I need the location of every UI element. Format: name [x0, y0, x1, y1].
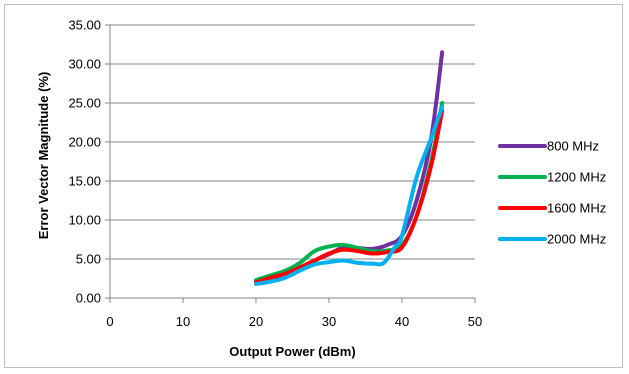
series-line-1600-mhz: [254, 108, 445, 285]
x-axis-title: Output Power (dBm): [229, 344, 355, 359]
axes: [105, 24, 476, 303]
x-tick-label: 10: [176, 314, 190, 329]
legend-label-800-mhz: 800 MHz: [547, 139, 599, 154]
y-tick-label: 20.00: [68, 135, 101, 150]
y-tick-label: 35.00: [68, 18, 101, 33]
series-line-2000-mhz: [254, 104, 445, 286]
gridlines: [110, 24, 475, 260]
x-tick-label: 0: [106, 314, 113, 329]
y-tick-label: 30.00: [68, 57, 101, 72]
legend-label-2000-mhz: 2000 MHz: [547, 232, 606, 247]
legend-label-1600-mhz: 1600 MHz: [547, 201, 606, 216]
series-lines: [254, 50, 445, 286]
y-tick-label: 5.00: [76, 252, 101, 267]
chart-frame: [4, 4, 623, 368]
x-tick-label: 20: [249, 314, 263, 329]
y-tick-label: 0.00: [76, 291, 101, 306]
y-axis-title: Error Vector Magnitude (%): [36, 72, 51, 240]
x-tick-label: 30: [322, 314, 336, 329]
y-tick-label: 25.00: [68, 96, 101, 111]
x-tick-labels: 0 10 20 30 40 50: [106, 314, 482, 329]
legend: 800 MHz 1200 MHz 1600 MHz 2000 MHz: [498, 139, 606, 247]
y-tick-labels: 0.00 5.00 10.00 15.00 20.00 25.00 30.00 35.00: [68, 18, 101, 306]
y-tick-label: 15.00: [68, 174, 101, 189]
legend-label-1200-mhz: 1200 MHz: [547, 170, 606, 185]
x-tick-label: 40: [395, 314, 409, 329]
x-tick-label: 50: [468, 314, 482, 329]
y-tick-label: 10.00: [68, 213, 101, 228]
